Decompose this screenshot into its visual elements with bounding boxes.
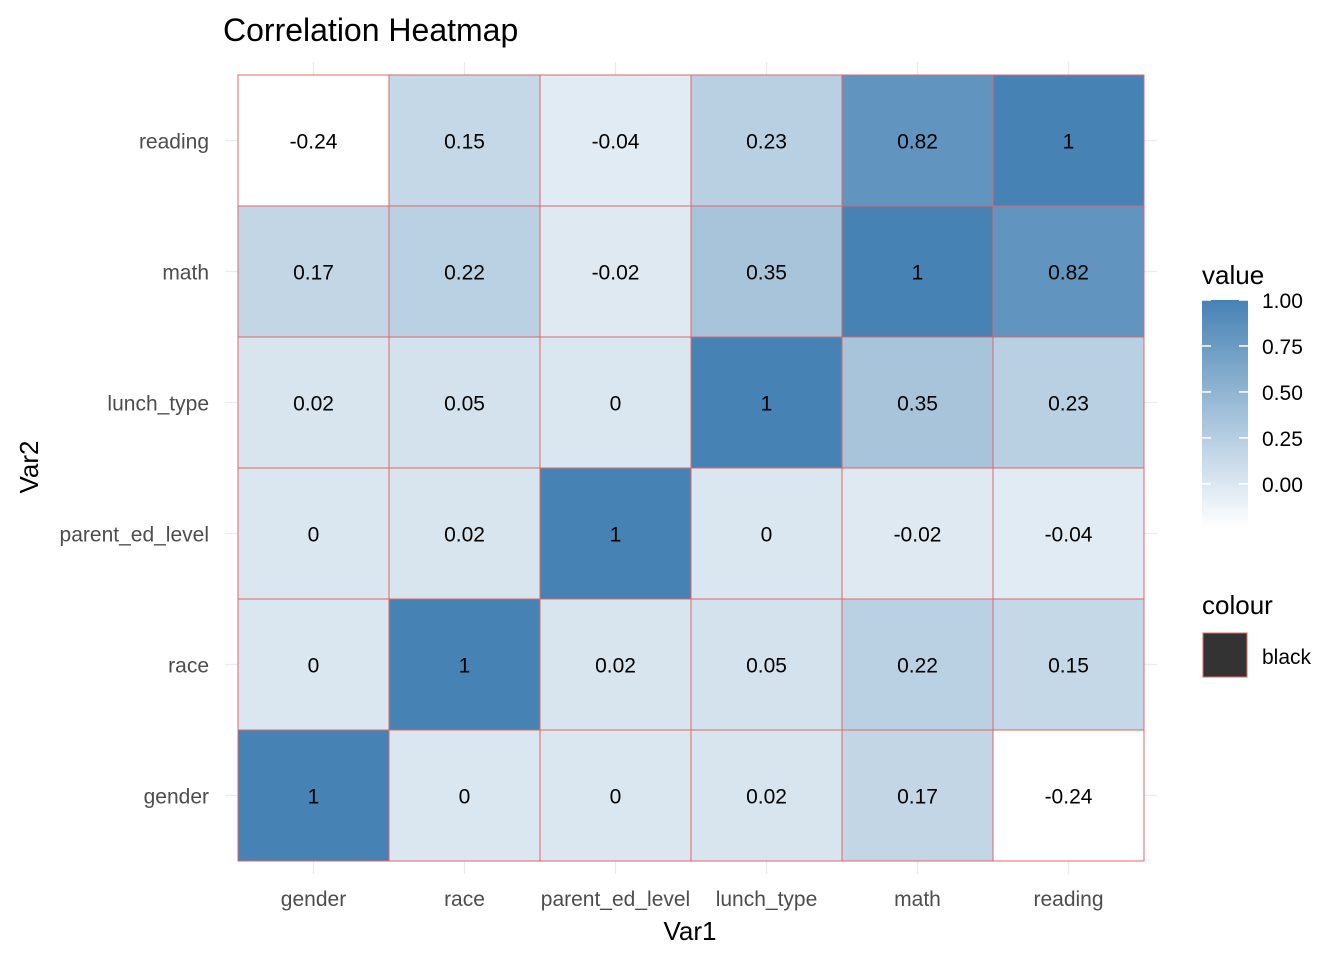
- cell-value-label: -0.24: [1045, 786, 1093, 809]
- x-tick-label: math: [894, 888, 941, 911]
- cell-value-label: 0.05: [746, 655, 787, 678]
- heatmap-cell: [388, 598, 541, 731]
- legend-tick-label: 0.50: [1262, 382, 1303, 405]
- legend-colour-swatch: [1202, 632, 1248, 678]
- cell-value-label: 0: [761, 524, 773, 547]
- heatmap-cell: [539, 336, 692, 469]
- cell-value-label: 0.82: [1048, 262, 1089, 285]
- heatmap-cell: [237, 467, 390, 600]
- legend-fill-title: value: [1202, 260, 1264, 290]
- y-tick-label: gender: [144, 786, 209, 809]
- cell-value-label: 0: [610, 393, 622, 416]
- cell-value-label: 0.17: [897, 786, 938, 809]
- heatmap-cell: [388, 205, 541, 338]
- heatmap-cell: [841, 205, 994, 338]
- x-tick-label: reading: [1033, 888, 1103, 911]
- heatmap-cell: [992, 467, 1145, 600]
- x-tick-label: race: [444, 888, 485, 911]
- legend-colorbar-ticks: 1.00 0.75 0.50 0.25 0.00: [1202, 290, 1303, 497]
- legend: value 1.00 0.75 0.50 0.25 0.00 colour black: [1202, 260, 1312, 678]
- heatmap-cell: [690, 336, 843, 469]
- cell-value-label: 1: [912, 262, 924, 285]
- heatmap-cell-labels: 1 0 0 0.02 0.17 -0.24 0 1 0.02 0.05 0.22 0.15 0 0.02 1…: [290, 131, 1093, 809]
- cell-value-label: 1: [761, 393, 773, 416]
- heatmap-cell: [237, 598, 390, 731]
- cell-value-label: -0.02: [592, 262, 640, 285]
- legend-tick-label: 1.00: [1262, 290, 1303, 313]
- legend-colour-label: black: [1262, 646, 1312, 669]
- cell-value-label: -0.04: [1045, 524, 1093, 547]
- cell-value-label: 0: [308, 655, 320, 678]
- cell-value-label: 0.02: [595, 655, 636, 678]
- heatmap-cell: [237, 74, 390, 207]
- cell-value-label: 0.02: [746, 786, 787, 809]
- legend-tick-label: 0.00: [1262, 474, 1303, 497]
- cell-value-label: 0.02: [293, 393, 334, 416]
- heatmap-cell: [992, 336, 1145, 469]
- cell-value-label: 0.15: [444, 131, 485, 154]
- heatmap-cell: [539, 467, 692, 600]
- cell-value-label: 0.35: [746, 262, 787, 285]
- cell-value-label: -0.02: [894, 524, 942, 547]
- heatmap-cell: [992, 598, 1145, 731]
- heatmap-cell: [388, 467, 541, 600]
- cell-value-label: 0.22: [444, 262, 485, 285]
- cell-value-label: 1: [459, 655, 471, 678]
- x-axis-title: Var1: [664, 916, 717, 946]
- cell-value-label: 0.22: [897, 655, 938, 678]
- heatmap-cell: [388, 729, 541, 862]
- heatmap-cells: [237, 74, 1145, 862]
- legend-tick-label: 0.75: [1262, 336, 1303, 359]
- heatmap-cell: [388, 74, 541, 207]
- y-tick-label: math: [162, 262, 209, 285]
- heatmap-cell: [992, 729, 1145, 862]
- cell-value-label: 0.82: [897, 131, 938, 154]
- y-tick-label: race: [168, 655, 209, 678]
- cell-value-label: 0: [308, 524, 320, 547]
- heatmap-cell: [992, 205, 1145, 338]
- cell-value-label: 0.02: [444, 524, 485, 547]
- heatmap-cell: [841, 336, 994, 469]
- legend-colour-title: colour: [1202, 590, 1273, 620]
- cell-value-label: -0.24: [290, 131, 338, 154]
- heatmap-cell: [690, 467, 843, 600]
- legend-tick-label: 0.25: [1262, 428, 1303, 451]
- chart-title: Correlation Heatmap: [223, 12, 518, 48]
- heatmap-cell: [539, 205, 692, 338]
- cell-value-label: 0: [459, 786, 471, 809]
- y-tick-label: reading: [139, 131, 209, 154]
- cell-value-label: 0: [610, 786, 622, 809]
- cell-value-label: 0.35: [897, 393, 938, 416]
- heatmap-cell: [690, 598, 843, 731]
- y-axis-title: Var2: [14, 441, 44, 494]
- x-tick-label: parent_ed_level: [541, 888, 690, 911]
- cell-value-label: 0.17: [293, 262, 334, 285]
- y-axis-tick-labels: gender race parent_ed_level lunch_type math r…: [60, 131, 209, 809]
- cell-value-label: 1: [610, 524, 622, 547]
- x-tick-label: gender: [281, 888, 346, 911]
- cell-value-label: 0.05: [444, 393, 485, 416]
- heatmap-cell: [539, 74, 692, 207]
- heatmap-cell: [237, 729, 390, 862]
- cell-value-label: -0.04: [592, 131, 640, 154]
- legend-colorbar: [1202, 300, 1248, 528]
- heatmap-cell: [841, 467, 994, 600]
- y-tick-label: parent_ed_level: [60, 524, 209, 547]
- cell-value-label: 0.23: [746, 131, 787, 154]
- x-tick-label: lunch_type: [716, 888, 818, 911]
- heatmap-cell: [237, 336, 390, 469]
- x-axis-tick-labels: gender race parent_ed_level lunch_type math r…: [281, 888, 1104, 911]
- heatmap-cell: [841, 598, 994, 731]
- heatmap-cell: [388, 336, 541, 469]
- heatmap-cell: [841, 729, 994, 862]
- cell-value-label: 1: [308, 786, 320, 809]
- heatmap-cell: [992, 74, 1145, 207]
- cell-value-label: 0.15: [1048, 655, 1089, 678]
- cell-value-label: 0.23: [1048, 393, 1089, 416]
- y-tick-label: lunch_type: [107, 393, 209, 416]
- heatmap-cell: [841, 74, 994, 207]
- cell-value-label: 1: [1063, 131, 1075, 154]
